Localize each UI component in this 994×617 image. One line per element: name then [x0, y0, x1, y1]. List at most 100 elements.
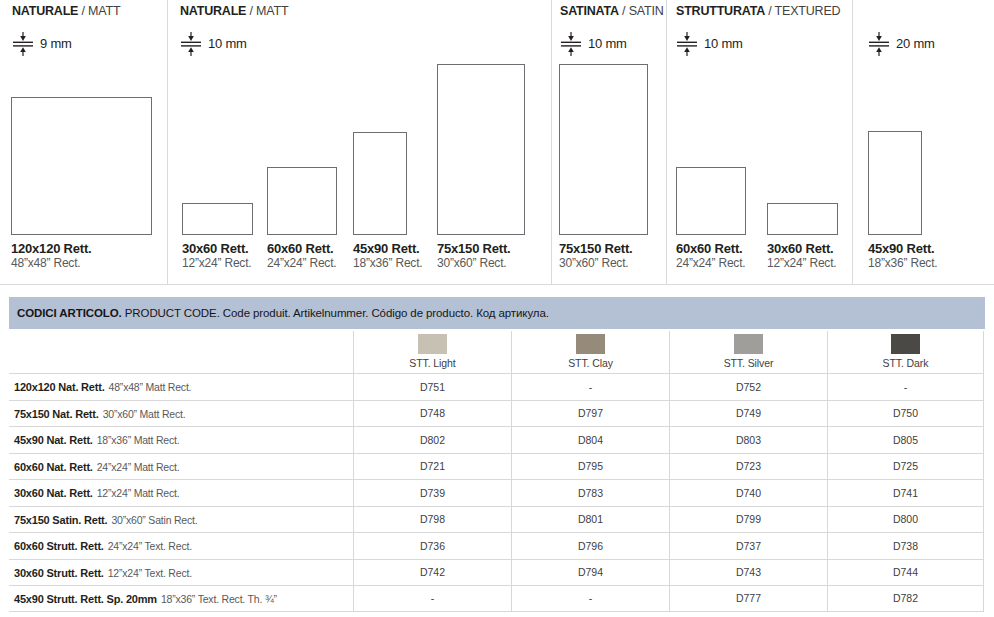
tile-size-imperial: 12”x24” Rect. [182, 256, 251, 271]
finish-name-en: / MATT [82, 4, 121, 18]
code-cell: D794 [511, 559, 669, 586]
column-header-stt-light: STT. Light [353, 331, 511, 373]
finish-name-en: / TEXTURED [768, 4, 840, 18]
product-size-desc: 18”x36” Text. Rect. Th. ¾” [161, 593, 277, 605]
product-name-cell: 30x60 Strutt. Rett. 12”x24” Text. Rect. [9, 559, 353, 586]
tile-outline-45x90 [868, 131, 922, 235]
finish-name: NATURALE [12, 4, 78, 18]
thickness-value: 20 mm [896, 36, 935, 51]
banner-title-bold: CODICI ARTICOLO. [17, 307, 122, 319]
product-name-cell: 120x120 Nat. Rett. 48”x48” Matt Rect. [9, 373, 353, 400]
product-name-cell: 30x60 Nat. Rett. 12”x24” Matt Rect. [9, 479, 353, 506]
thickness-value: 10 mm [704, 36, 743, 51]
tile-size-metric: 75x150 Rett. [437, 241, 510, 256]
product-size-desc: 12”x24” Matt Rect. [97, 487, 180, 499]
code-cell: D741 [827, 479, 984, 506]
product-size-name: 75x150 Nat. Rett. [14, 408, 99, 420]
code-cell: D739 [353, 479, 511, 506]
product-size-name: 30x60 Strutt. Rett. [14, 567, 104, 579]
code-cell: - [511, 585, 669, 612]
tile-outline-30x60 [182, 203, 253, 235]
tile-outline-60x60 [676, 167, 746, 235]
section-divider [666, 0, 667, 284]
tile-size-imperial: 18”x36” Rect. [353, 256, 422, 271]
tile-outline-60x60 [267, 167, 337, 235]
section-divider [551, 0, 552, 284]
product-size-desc: 30”x60” Satin Rect. [111, 514, 197, 526]
thickness-arrows-icon [12, 31, 34, 57]
section-title-naturale-10mm: NATURALE / MATT [180, 4, 288, 18]
format-overview-panel: NATURALE / MATT 9 mm 120x120 Rett. 48”x4… [0, 0, 994, 285]
product-size-name: 120x120 Nat. Rett. [14, 381, 105, 393]
color-swatch-stt-dark [891, 334, 920, 354]
product-size-name: 30x60 Nat. Rett. [14, 487, 93, 499]
code-cell: D796 [511, 532, 669, 559]
code-cell: D721 [353, 453, 511, 480]
section-title-strutturata: STRUTTURATA / TEXTURED [676, 4, 840, 18]
code-cell: D800 [827, 506, 984, 533]
tile-size-label: 75x150 Rett. 30”x60” Rect. [559, 241, 632, 271]
column-header-stt-clay: STT. Clay [511, 331, 669, 373]
thickness-value: 10 mm [588, 36, 627, 51]
product-name-cell: 45x90 Nat. Rett. 18”x36” Matt Rect. [9, 426, 353, 453]
code-cell: D749 [669, 400, 827, 427]
tile-size-label: 45x90 Rett. 18”x36” Rect. [353, 241, 422, 271]
product-size-name: 60x60 Strutt. Rett. [14, 540, 104, 552]
code-cell: D777 [669, 585, 827, 612]
product-size-name: 45x90 Nat. Rett. [14, 434, 93, 446]
panel-bottom-divider [0, 284, 994, 285]
code-cell: D782 [827, 585, 984, 612]
finish-name: SATINATA [560, 4, 619, 18]
product-name-cell: 60x60 Strutt. Rett. 24”x24” Text. Rect. [9, 532, 353, 559]
code-cell: D742 [353, 559, 511, 586]
tile-outline-45x90 [353, 132, 407, 235]
code-cell: D737 [669, 532, 827, 559]
tile-size-metric: 120x120 Rett. [11, 241, 92, 256]
tile-size-metric: 60x60 Rett. [676, 241, 745, 256]
code-cell: D725 [827, 453, 984, 480]
code-cell: D797 [511, 400, 669, 427]
tile-size-label: 120x120 Rett. 48”x48” Rect. [11, 241, 92, 271]
section-divider [852, 0, 853, 284]
code-cell: D736 [353, 532, 511, 559]
tile-size-label: 60x60 Rett. 24”x24” Rect. [676, 241, 745, 271]
product-size-desc: 30”x60” Matt Rect. [103, 408, 186, 420]
tile-size-metric: 45x90 Rett. [353, 241, 422, 256]
section-title-satinata: SATINATA / SATIN [560, 4, 664, 18]
column-label: STT. Dark [883, 357, 929, 369]
code-cell: D752 [669, 373, 827, 400]
column-header-empty [9, 331, 353, 373]
code-cell: D744 [827, 559, 984, 586]
product-size-name: 45x90 Strutt. Rett. Sp. 20mm [14, 593, 157, 605]
column-header-stt-silver: STT. Silver [669, 331, 827, 373]
thickness-spec: 10 mm [180, 30, 247, 57]
product-size-desc: 24”x24” Matt Rect. [97, 461, 180, 473]
thickness-spec: 9 mm [12, 30, 72, 57]
section-divider [167, 0, 168, 284]
tile-size-imperial: 24”x24” Rect. [676, 256, 745, 271]
banner-title-translations: PRODUCT CODE. Code produit. Artikelnumme… [122, 307, 549, 319]
section-title-naturale-9mm: NATURALE / MATT [12, 4, 120, 18]
tile-size-label: 30x60 Rett. 12”x24” Rect. [182, 241, 251, 271]
code-cell: D740 [669, 479, 827, 506]
thickness-spec: 20 mm [868, 30, 935, 57]
thickness-spec: 10 mm [560, 30, 627, 57]
finish-name: NATURALE [180, 4, 246, 18]
tile-size-label: 45x90 Rett. 18”x36” Rect. [868, 241, 937, 271]
code-cell: D783 [511, 479, 669, 506]
product-name-cell: 60x60 Nat. Rett. 24”x24” Matt Rect. [9, 453, 353, 480]
code-cell: D723 [669, 453, 827, 480]
product-name-cell: 75x150 Satin. Rett. 30”x60” Satin Rect. [9, 506, 353, 533]
tile-size-metric: 45x90 Rett. [868, 241, 937, 256]
tile-size-metric: 30x60 Rett. [182, 241, 251, 256]
tile-size-metric: 60x60 Rett. [267, 241, 336, 256]
tile-size-imperial: 18”x36” Rect. [868, 256, 937, 271]
color-swatch-stt-light [418, 334, 447, 354]
finish-name: STRUTTURATA [676, 4, 765, 18]
color-swatch-stt-silver [734, 334, 763, 354]
tile-size-imperial: 30”x60” Rect. [559, 256, 632, 271]
product-size-name: 75x150 Satin. Rett. [14, 514, 107, 526]
column-label: STT. Light [409, 357, 455, 369]
product-name-cell: 45x90 Strutt. Rett. Sp. 20mm 18”x36” Tex… [9, 585, 353, 612]
thickness-arrows-icon [180, 31, 202, 57]
